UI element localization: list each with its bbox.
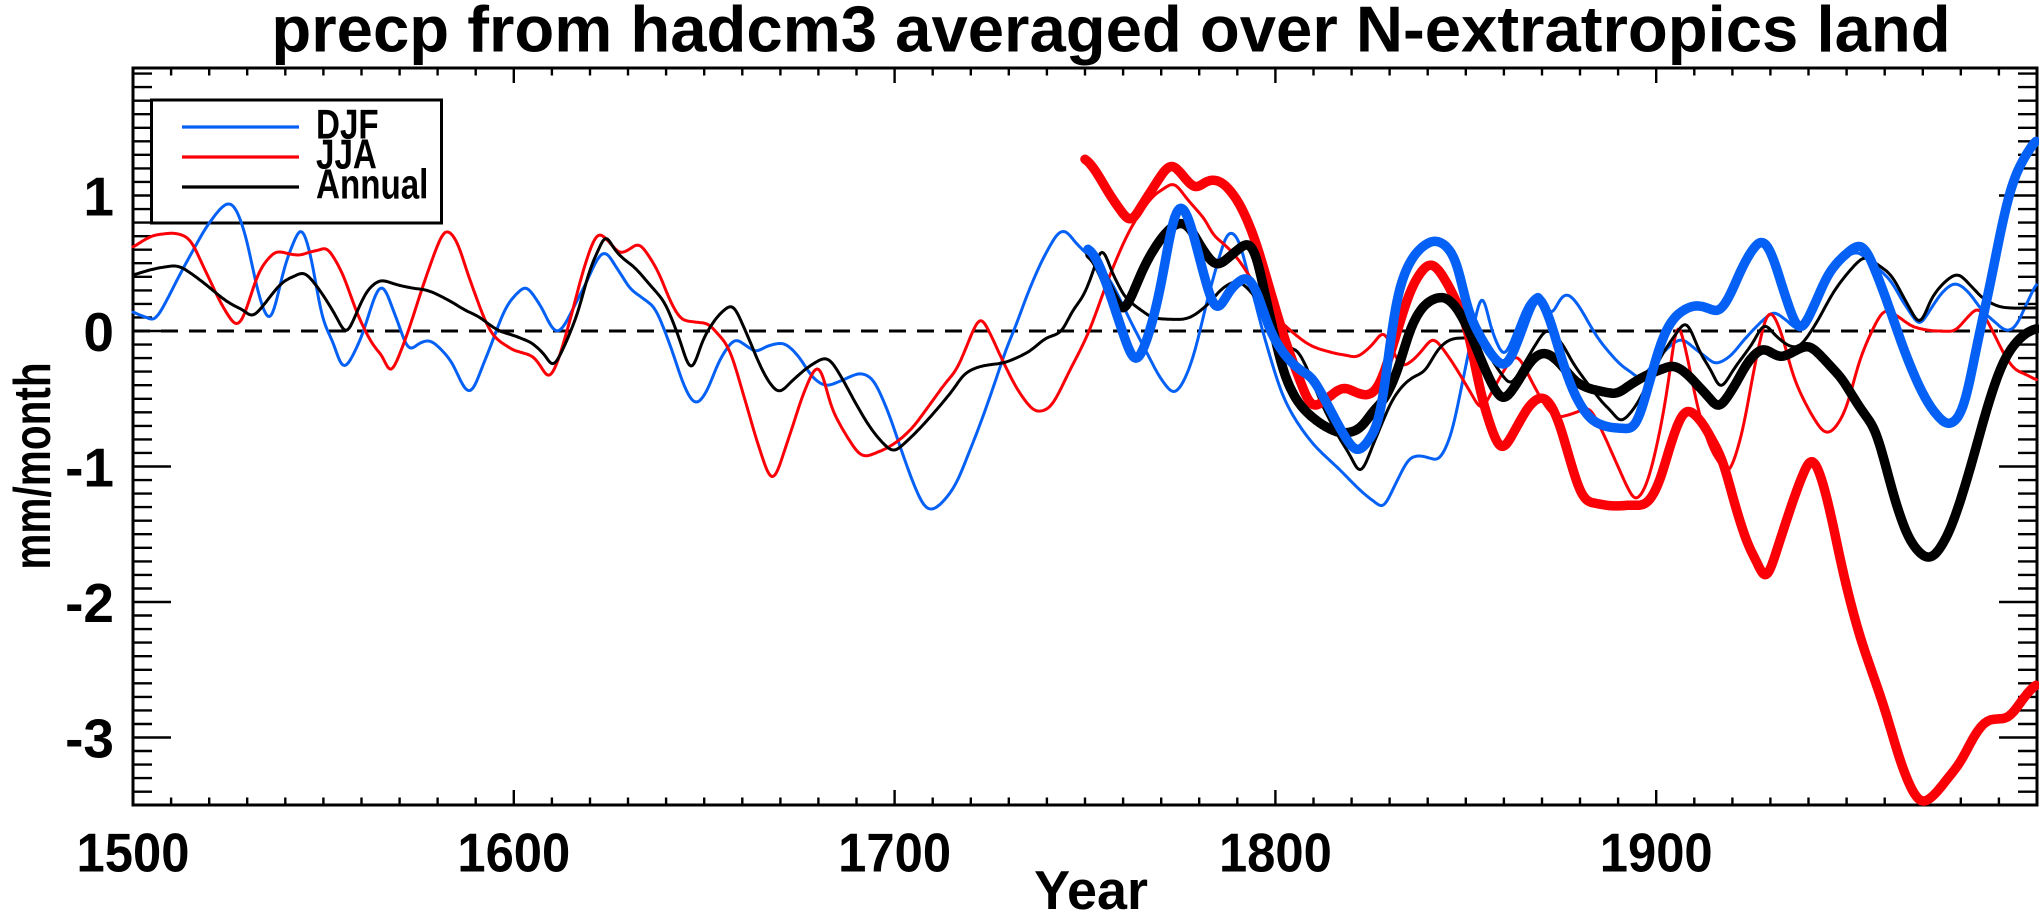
svg-text:Year: Year xyxy=(1034,860,1148,922)
svg-text:-3: -3 xyxy=(65,708,114,770)
svg-text:DJF: DJF xyxy=(316,102,379,149)
svg-text:-1: -1 xyxy=(65,437,114,499)
svg-text:1: 1 xyxy=(83,166,114,228)
svg-text:1600: 1600 xyxy=(457,823,570,884)
svg-text:1500: 1500 xyxy=(77,823,190,884)
svg-text:mm/month: mm/month xyxy=(3,362,61,569)
svg-text:JJA: JJA xyxy=(316,132,377,179)
svg-text:Annual: Annual xyxy=(316,162,428,209)
svg-text:1900: 1900 xyxy=(1600,823,1713,884)
svg-text:0: 0 xyxy=(83,301,114,363)
svg-text:precp from hadcm3 averaged ove: precp from hadcm3 averaged over N-extrat… xyxy=(271,0,1950,65)
svg-text:-2: -2 xyxy=(65,572,114,634)
svg-text:1800: 1800 xyxy=(1219,823,1332,884)
svg-text:1700: 1700 xyxy=(838,823,951,884)
